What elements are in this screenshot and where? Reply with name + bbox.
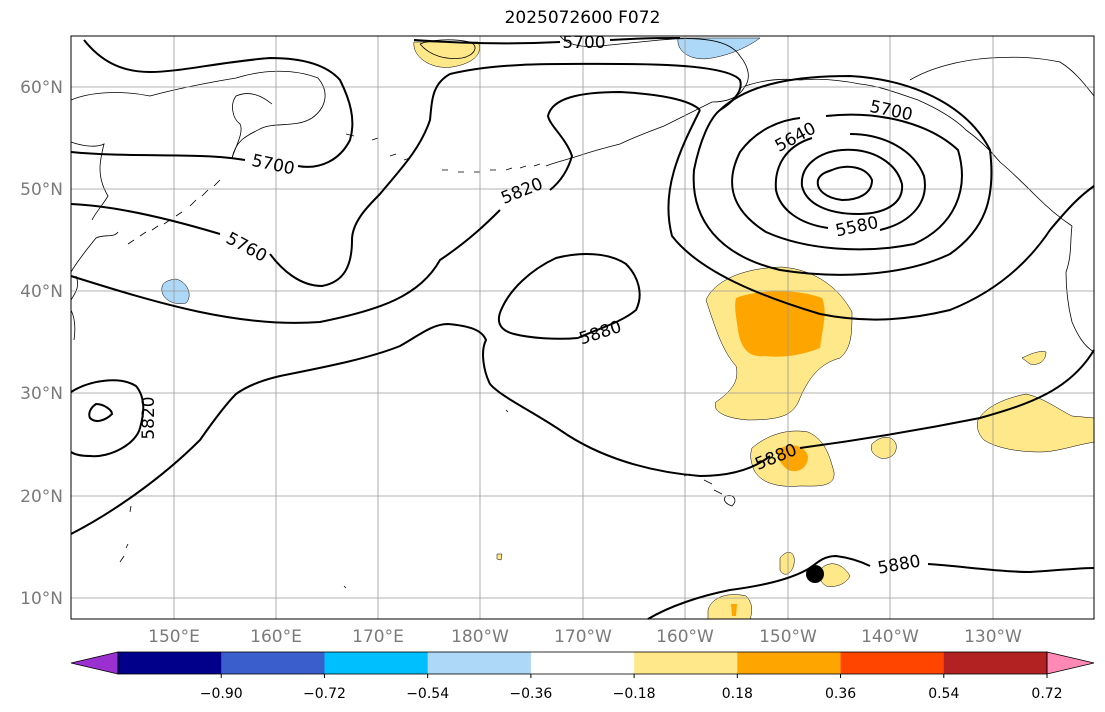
contour-5820-subtropical bbox=[70, 379, 145, 458]
contour-5880 bbox=[497, 253, 641, 340]
storm-center-marker bbox=[806, 565, 824, 583]
contour-label: 5700 bbox=[562, 33, 605, 53]
colorbar-segment bbox=[324, 652, 429, 674]
colorbar-tick-label: 0.54 bbox=[928, 686, 959, 702]
colorbar-tick-label: 0.18 bbox=[722, 686, 753, 702]
map-background bbox=[71, 36, 1094, 619]
colorbar-extend-low-outline bbox=[70, 651, 119, 675]
coastline-kamchatka bbox=[231, 93, 273, 159]
contour-5580 bbox=[774, 133, 926, 231]
contour-5820 bbox=[70, 322, 1095, 535]
anomaly-positive-region bbox=[779, 552, 795, 575]
colorbar-segment bbox=[427, 652, 532, 674]
coastline-kuril-islands bbox=[127, 179, 221, 245]
contour-5880-west bbox=[88, 402, 114, 422]
colorbar-tick-label: −0.90 bbox=[200, 686, 243, 702]
colorbar-segment bbox=[943, 652, 1048, 674]
colorbar-segment bbox=[634, 652, 738, 674]
anomaly-strong-positive-region bbox=[731, 604, 737, 616]
colorbar-tick-label: 0.36 bbox=[825, 686, 856, 702]
colorbar-tick-label: −0.54 bbox=[406, 686, 449, 702]
coastline-north-america-west bbox=[1065, 225, 1095, 353]
lon-tick-label: 170°W bbox=[554, 627, 612, 647]
lat-axis: 60°N 50°N 40°N 30°N 20°N 10°N bbox=[20, 78, 63, 609]
anomaly-positive-region bbox=[1021, 351, 1047, 365]
colorbar-tick-label: 0.72 bbox=[1031, 686, 1062, 702]
coastline-alaska-north bbox=[559, 35, 749, 145]
lon-axis: 150°E 160°E 170°E 180°W 170°W 160°W 150°… bbox=[148, 627, 1022, 647]
map-frame bbox=[70, 35, 1095, 620]
coastline-canada-north bbox=[909, 56, 1095, 97]
contour-5760 bbox=[70, 62, 742, 288]
coastline-aleutian-islands bbox=[345, 133, 541, 173]
lat-tick-label: 40°N bbox=[20, 282, 63, 302]
anomaly-positive-region bbox=[977, 393, 1095, 453]
contour-5700 bbox=[70, 39, 354, 168]
coastline-chukotka bbox=[419, 39, 476, 59]
contour-5880 bbox=[647, 554, 1095, 620]
contour-5820 bbox=[667, 109, 1095, 321]
coastline-asia-north bbox=[70, 70, 326, 159]
colorbar-extend-low bbox=[71, 652, 118, 674]
colorbar-tick-label: −0.36 bbox=[509, 686, 552, 702]
colorbar-segment bbox=[221, 652, 325, 674]
contour-5700 bbox=[413, 37, 681, 45]
coastline-pacific-islets bbox=[119, 409, 509, 589]
colorbar-tick-label: −0.72 bbox=[303, 686, 346, 702]
coastline-alaska-peninsula bbox=[545, 143, 621, 167]
lon-tick-label: 150°W bbox=[759, 627, 817, 647]
lat-tick-label: 60°N bbox=[20, 78, 63, 98]
lat-tick-label: 10°N bbox=[20, 589, 63, 609]
contour-5520 bbox=[800, 148, 904, 216]
colorbar-segment bbox=[118, 652, 222, 674]
colorbar: −0.90 −0.72 −0.54 −0.36 −0.18 0.18 0.36 0.54 0.7… bbox=[70, 651, 1095, 702]
lat-tick-label: 20°N bbox=[20, 487, 63, 507]
anomaly-positive-region bbox=[413, 41, 480, 68]
lon-tick-label: 180°W bbox=[451, 627, 509, 647]
colorbar-extend-high bbox=[1047, 652, 1094, 674]
lat-tick-label: 30°N bbox=[20, 384, 63, 404]
anomaly-positive-region bbox=[496, 553, 503, 561]
graticule bbox=[71, 36, 1094, 619]
lat-tick-label: 50°N bbox=[20, 180, 63, 200]
colorbar-segment bbox=[840, 652, 945, 674]
anomaly-negative-region bbox=[677, 37, 761, 60]
lon-tick-label: 160°W bbox=[656, 627, 714, 647]
contour-5700-low bbox=[692, 74, 993, 276]
lon-tick-label: 140°W bbox=[861, 627, 919, 647]
contour-label: 5820 bbox=[139, 396, 159, 439]
coastline-okhotsk bbox=[70, 141, 109, 221]
contour-5460 bbox=[816, 165, 874, 202]
anomaly-strong-positive-region bbox=[777, 445, 808, 472]
colorbar-segment bbox=[737, 652, 842, 674]
lon-tick-label: 150°E bbox=[148, 627, 200, 647]
map-title: 2025072600 F072 bbox=[504, 8, 661, 28]
contour-5820 bbox=[70, 90, 701, 324]
anomaly-positive-region bbox=[707, 594, 752, 620]
colorbar-segment bbox=[530, 652, 635, 674]
lon-tick-label: 160°E bbox=[250, 627, 302, 647]
height-contours bbox=[70, 37, 1095, 620]
colorbar-extend-high-outline bbox=[1046, 651, 1095, 675]
coastline-gulf-of-alaska bbox=[739, 78, 1073, 227]
contour-5640 bbox=[731, 113, 963, 251]
coastlines bbox=[70, 35, 1095, 589]
lon-tick-label: 130°W bbox=[964, 627, 1022, 647]
lon-tick-label: 170°E bbox=[352, 627, 404, 647]
colorbar-tick-label: −0.18 bbox=[613, 686, 656, 702]
